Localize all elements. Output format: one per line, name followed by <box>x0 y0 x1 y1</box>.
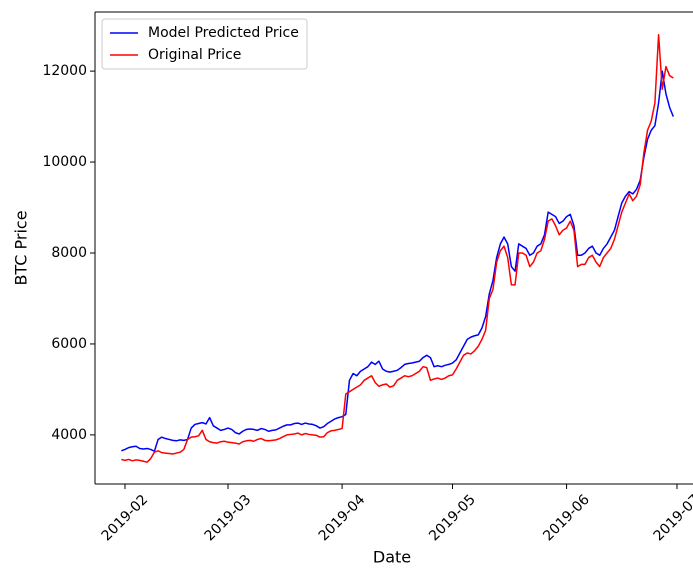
y-tick-label: 6000 <box>51 336 87 352</box>
price-line <box>121 33 674 463</box>
y-tick-label: 12000 <box>42 63 87 79</box>
x-tick-label: 2019-04 <box>316 492 369 545</box>
x-tick-label: 2019-06 <box>540 492 593 545</box>
x-tick-label: 2019-07 <box>651 492 693 545</box>
legend-label: Original Price <box>148 47 241 63</box>
x-tick-label: 2019-05 <box>426 492 479 545</box>
x-axis-label: Date <box>373 548 411 567</box>
legend-label: Model Predicted Price <box>148 25 299 41</box>
y-axis-label: BTC Price <box>12 210 31 285</box>
x-tick-label: 2019-02 <box>99 492 152 545</box>
legend-box <box>101 18 308 70</box>
y-tick-label: 8000 <box>51 245 87 261</box>
y-tick-label: 4000 <box>51 427 87 443</box>
y-tick-label: 10000 <box>42 154 87 170</box>
x-tick-label: 2019-03 <box>202 492 255 545</box>
price-line <box>121 70 674 453</box>
